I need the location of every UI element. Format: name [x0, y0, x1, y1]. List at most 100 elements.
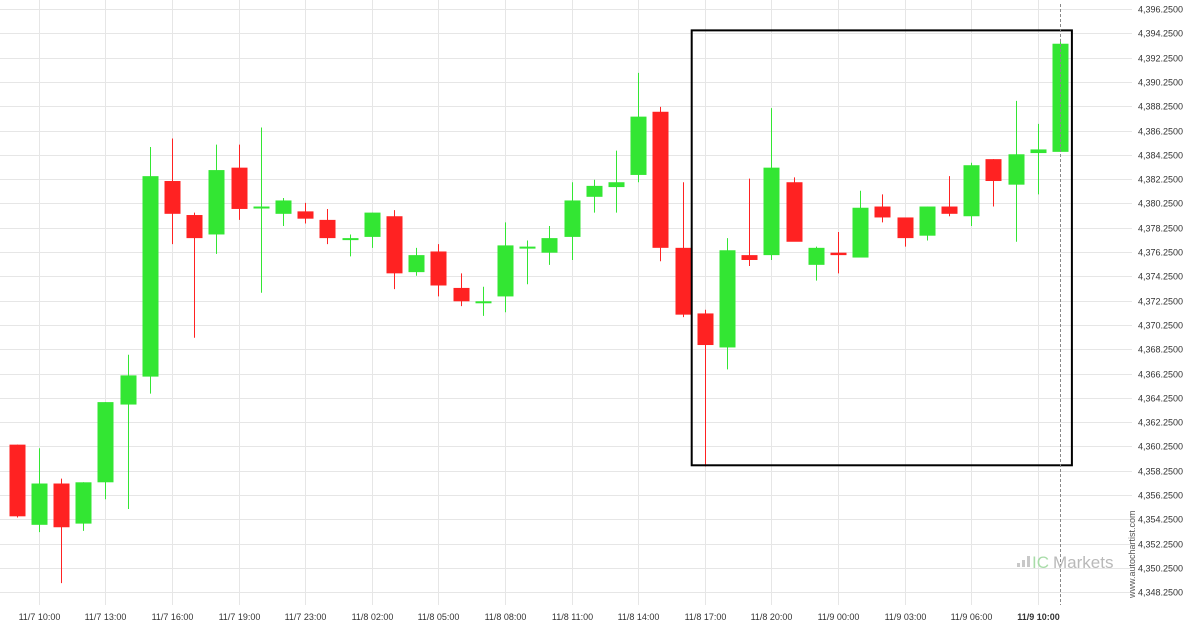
candle-body	[31, 483, 48, 525]
candle	[541, 225, 558, 265]
y-tick-label: 4,386.2500	[1138, 127, 1183, 137]
y-tick-label: 4,374.2500	[1138, 272, 1183, 282]
candle	[586, 179, 603, 213]
x-tick-label: 11/9 06:00	[951, 612, 993, 622]
candle	[630, 72, 647, 183]
candle-body	[1052, 43, 1069, 152]
candle	[652, 106, 669, 262]
pattern-box	[690, 29, 1073, 467]
candle	[430, 244, 447, 297]
candle-body	[497, 245, 514, 297]
candle	[297, 202, 314, 224]
y-tick-label: 4,358.2500	[1138, 467, 1183, 477]
candle-body	[697, 313, 714, 346]
candle-body	[364, 212, 381, 237]
y-tick-label: 4,348.2500	[1138, 588, 1183, 598]
candle-body	[164, 181, 181, 214]
y-tick-label: 4,378.2500	[1138, 224, 1183, 234]
candle	[830, 232, 847, 274]
candle	[9, 444, 26, 518]
watermark: www.autochartist.com IC Markets	[1017, 510, 1137, 599]
x-tick-label: 11/8 20:00	[751, 612, 793, 622]
y-tick-label: 4,364.2500	[1138, 394, 1183, 404]
candle	[519, 240, 536, 285]
y-tick-label: 4,352.2500	[1138, 540, 1183, 550]
candle	[919, 206, 936, 241]
watermark-url: www.autochartist.com	[1127, 510, 1137, 599]
candle	[719, 238, 736, 370]
candle	[741, 178, 758, 267]
candle	[608, 150, 625, 213]
candle-body	[564, 200, 581, 237]
candle-body	[741, 255, 758, 260]
candle-body	[1030, 149, 1047, 154]
y-tick-label: 4,382.2500	[1138, 175, 1183, 185]
candle	[763, 108, 780, 260]
candle-body	[874, 206, 891, 218]
candle	[275, 198, 292, 226]
y-tick-label: 4,376.2500	[1138, 248, 1183, 258]
candle-body	[97, 402, 114, 483]
x-tick-label: 11/8 05:00	[418, 612, 460, 622]
y-tick-label: 4,396.2500	[1138, 5, 1183, 15]
y-tick-label: 4,370.2500	[1138, 321, 1183, 331]
x-tick-label: 11/8 11:00	[552, 612, 593, 622]
candle	[808, 246, 825, 281]
candle-body	[386, 216, 403, 274]
x-tick-label: 11/9 10:00	[1017, 612, 1060, 622]
candle	[342, 234, 359, 257]
candle	[75, 482, 92, 531]
brand-ic: IC	[1032, 553, 1049, 572]
candle-body	[541, 238, 558, 253]
candle	[675, 182, 692, 318]
candle-body	[408, 255, 425, 273]
candle-body	[142, 176, 159, 377]
candle	[386, 210, 403, 290]
y-tick-label: 4,366.2500	[1138, 370, 1183, 380]
candle	[897, 217, 914, 247]
y-tick-label: 4,388.2500	[1138, 102, 1183, 112]
candle	[1030, 123, 1047, 195]
y-axis: 4,348.2500 4,350.2500 4,352.2500 4,354.2500…	[1138, 5, 1183, 598]
candle	[564, 182, 581, 260]
candle	[1008, 100, 1025, 242]
candle-body	[231, 167, 248, 209]
x-tick-label: 11/8 14:00	[618, 612, 660, 622]
candle-body	[120, 375, 137, 405]
y-tick-label: 4,392.2500	[1138, 54, 1183, 64]
y-tick-label: 4,354.2500	[1138, 515, 1183, 525]
candle	[319, 208, 336, 245]
candle	[453, 273, 470, 307]
candle-body	[941, 206, 958, 214]
candle-body	[475, 301, 492, 304]
candle-body	[763, 167, 780, 256]
candle	[97, 402, 114, 500]
x-tick-label: 11/7 23:00	[285, 612, 327, 622]
candle	[852, 190, 869, 258]
candle-body	[919, 206, 936, 236]
x-tick-label: 11/9 00:00	[818, 612, 860, 622]
candle-body	[430, 251, 447, 286]
x-tick-label: 11/7 13:00	[85, 612, 127, 622]
candle	[31, 448, 48, 533]
x-tick-label: 11/8 02:00	[352, 612, 394, 622]
candle-body	[275, 200, 292, 214]
overlays	[690, 4, 1073, 605]
x-tick-label: 11/8 08:00	[485, 612, 527, 622]
candle	[231, 144, 248, 220]
candle-body	[719, 250, 736, 348]
candle	[963, 162, 980, 226]
candle-body	[342, 238, 359, 241]
y-tick-label: 4,384.2500	[1138, 151, 1183, 161]
candle-body	[786, 182, 803, 242]
candle-body	[608, 182, 625, 188]
x-tick-label: 11/7 19:00	[219, 612, 261, 622]
candle	[985, 159, 1002, 207]
y-tick-label: 4,360.2500	[1138, 442, 1183, 452]
candle-body	[53, 483, 70, 528]
y-tick-label: 4,394.2500	[1138, 29, 1183, 39]
brand-logo: IC Markets	[1017, 553, 1113, 572]
candle-body	[586, 185, 603, 197]
